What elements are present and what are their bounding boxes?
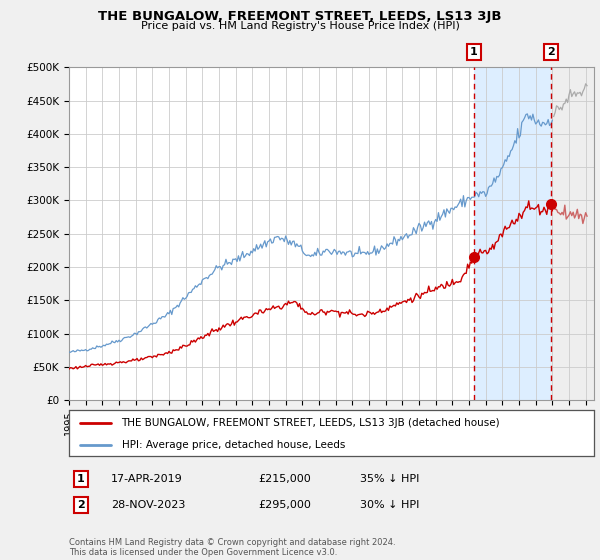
Text: THE BUNGALOW, FREEMONT STREET, LEEDS, LS13 3JB (detached house): THE BUNGALOW, FREEMONT STREET, LEEDS, LS… xyxy=(121,418,500,428)
Text: 28-NOV-2023: 28-NOV-2023 xyxy=(111,500,185,510)
Bar xyxy=(474,67,551,400)
Text: THE BUNGALOW, FREEMONT STREET, LEEDS, LS13 3JB: THE BUNGALOW, FREEMONT STREET, LEEDS, LS… xyxy=(98,10,502,23)
Text: 17-APR-2019: 17-APR-2019 xyxy=(111,474,183,484)
Text: HPI: Average price, detached house, Leeds: HPI: Average price, detached house, Leed… xyxy=(121,440,345,450)
Text: Price paid vs. HM Land Registry's House Price Index (HPI): Price paid vs. HM Land Registry's House … xyxy=(140,21,460,31)
Text: 2: 2 xyxy=(77,500,85,510)
Text: Contains HM Land Registry data © Crown copyright and database right 2024.
This d: Contains HM Land Registry data © Crown c… xyxy=(69,538,395,557)
Bar xyxy=(551,67,594,400)
Text: 2: 2 xyxy=(547,47,555,57)
Text: £215,000: £215,000 xyxy=(258,474,311,484)
Text: 35% ↓ HPI: 35% ↓ HPI xyxy=(360,474,419,484)
Text: 1: 1 xyxy=(77,474,85,484)
Text: 30% ↓ HPI: 30% ↓ HPI xyxy=(360,500,419,510)
Text: £295,000: £295,000 xyxy=(258,500,311,510)
Text: 1: 1 xyxy=(470,47,478,57)
